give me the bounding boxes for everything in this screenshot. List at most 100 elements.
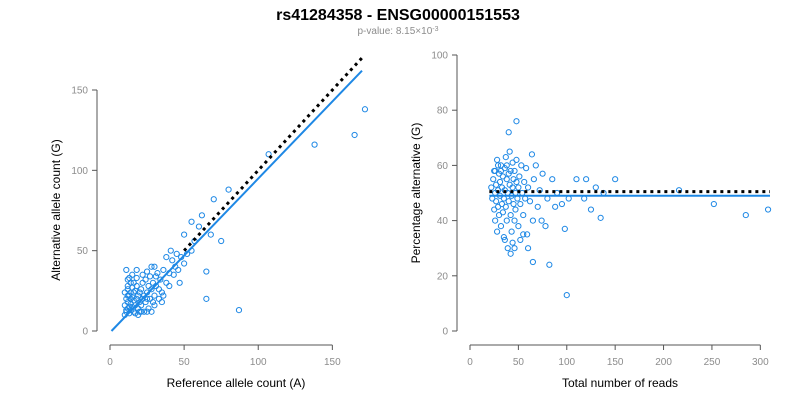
data-point (167, 247, 174, 254)
data-point (493, 198, 500, 205)
data-point (513, 178, 520, 186)
data-point (210, 196, 217, 203)
data-point (500, 234, 507, 241)
data-point (490, 176, 497, 183)
chart-subtitle: p-value: 8.15×10-3 (357, 26, 438, 38)
data-point (526, 198, 534, 205)
y-tick-label: 100 (71, 166, 88, 177)
data-point (521, 178, 528, 186)
data-point (496, 178, 504, 186)
data-point (509, 239, 516, 246)
data-point (497, 167, 505, 175)
data-point (163, 253, 170, 261)
data-point (539, 170, 546, 177)
data-point (488, 184, 495, 191)
data-point (130, 279, 137, 286)
data-point (148, 263, 155, 270)
data-point (176, 279, 183, 286)
data-point (127, 307, 134, 314)
data-point (563, 292, 570, 299)
data-point (530, 176, 537, 183)
data-point (583, 176, 590, 183)
data-point (549, 176, 556, 183)
chart-title: rs41284358 - ENSG00000151553 (276, 7, 520, 24)
x-tick-label: 50 (179, 357, 191, 368)
data-point (218, 237, 225, 245)
data-point (198, 212, 206, 219)
data-point (170, 271, 177, 278)
y-axis-label: Percentage alternative (G) (409, 123, 423, 264)
data-point (143, 308, 151, 315)
data-point (503, 176, 510, 183)
data-point (507, 211, 514, 219)
data-point (195, 223, 203, 230)
data-point (508, 228, 515, 235)
y-tick-label: 60 (437, 161, 449, 172)
data-point (494, 162, 502, 169)
data-point (158, 289, 165, 296)
data-point (552, 203, 559, 210)
data-point (143, 268, 151, 275)
data-point (506, 148, 513, 155)
x-tick-label: 300 (752, 357, 769, 368)
data-point (523, 165, 530, 172)
data-point (764, 206, 772, 213)
y-tick-label: 100 (431, 51, 448, 62)
data-point (152, 273, 160, 280)
data-point (742, 211, 749, 219)
data-point (561, 225, 568, 232)
data-point (497, 223, 505, 230)
data-point (265, 151, 272, 158)
data-point (127, 295, 134, 302)
data-point (710, 200, 717, 208)
data-point (529, 258, 537, 266)
data-point (517, 236, 524, 244)
data-point (493, 228, 501, 235)
data-point (160, 292, 167, 299)
data-point (169, 257, 176, 264)
x-tick-label: 0 (467, 357, 473, 368)
data-point (139, 271, 146, 278)
data-point (136, 289, 143, 296)
data-point (493, 156, 501, 163)
data-point (512, 206, 519, 213)
x-axis-label: Reference allele count (A) (167, 376, 306, 390)
data-point (542, 223, 549, 230)
data-point (507, 167, 514, 175)
data-point (123, 266, 130, 274)
data-point (135, 292, 142, 299)
data-point (510, 200, 517, 208)
data-point (311, 141, 318, 148)
data-point (505, 129, 512, 136)
data-point (534, 203, 541, 210)
data-point (207, 231, 214, 238)
data-point (138, 308, 145, 315)
x-tick-label: 0 (107, 357, 113, 368)
data-point (175, 266, 182, 274)
data-point (505, 198, 512, 205)
data-point (546, 261, 553, 268)
data-point (148, 286, 155, 293)
x-axis-label: Total number of reads (562, 376, 678, 390)
data-point (351, 131, 358, 139)
data-point (592, 184, 599, 191)
data-point (135, 305, 142, 312)
data-point (524, 184, 532, 191)
data-point (499, 209, 507, 216)
y-tick-label: 80 (437, 106, 449, 117)
data-point (146, 273, 154, 280)
data-point (597, 214, 604, 221)
data-point (524, 245, 532, 252)
data-point (163, 279, 170, 286)
x-tick-label: 100 (558, 357, 575, 368)
data-point (361, 106, 369, 113)
data-point (151, 302, 158, 309)
data-point (154, 270, 161, 277)
data-point (181, 260, 188, 267)
data-point (133, 274, 140, 282)
x-tick-label: 50 (513, 357, 525, 368)
p-value-exponent: -3 (432, 26, 438, 33)
data-point (520, 231, 527, 238)
data-point (203, 268, 210, 275)
